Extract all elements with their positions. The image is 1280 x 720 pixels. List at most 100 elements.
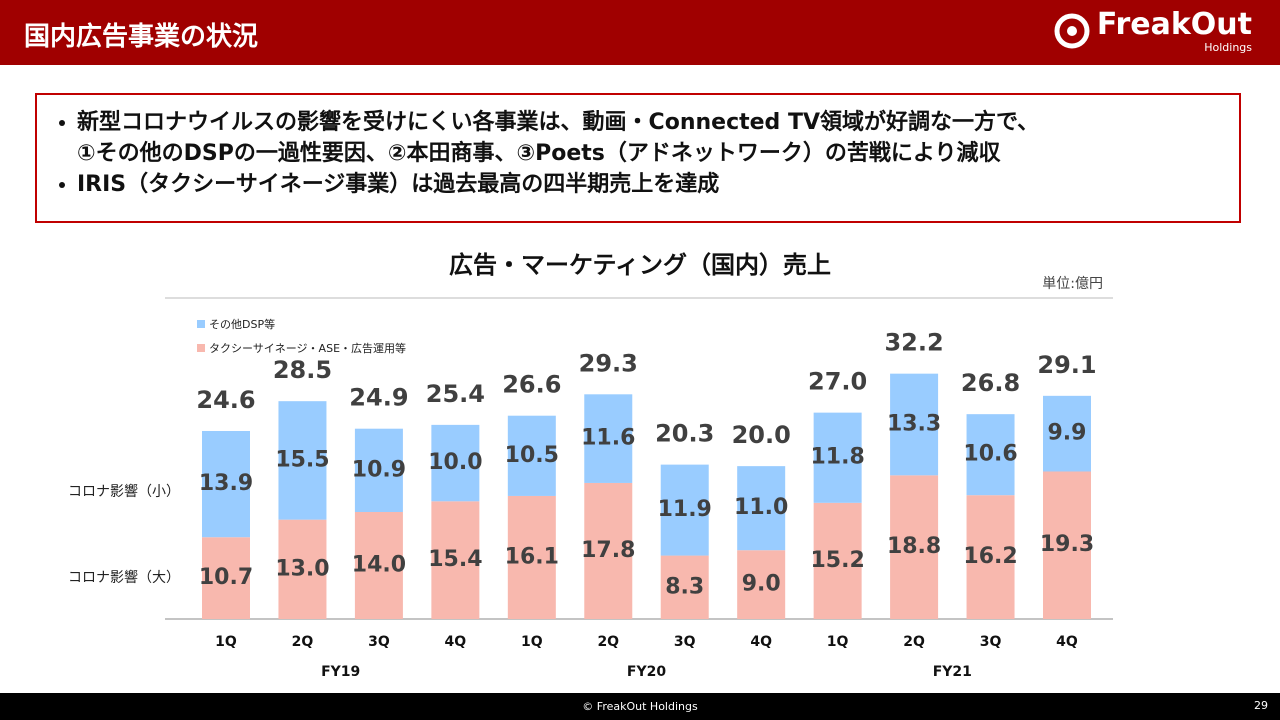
bar-segment [813, 502, 862, 619]
page-number: 29 [1254, 699, 1268, 712]
total-label: 26.8 [961, 369, 1020, 397]
bar-segment [1043, 471, 1091, 619]
value-label: 9.9 [1048, 421, 1087, 446]
bullet-line: IRIS（タクシーサイネージ事業）は過去最高の四半期売上を達成 [77, 172, 720, 197]
legend-label: タクシーサイネージ・ASE・広告運用等 [209, 341, 406, 355]
value-label: 17.8 [581, 538, 635, 563]
bar-segment [278, 519, 327, 619]
bar-segment [1043, 395, 1091, 472]
value-label: 10.9 [352, 457, 406, 482]
value-label: 10.6 [963, 442, 1017, 467]
bullet: IRIS（タクシーサイネージ事業）は過去最高の四半期売上を達成 [59, 169, 1239, 200]
unit-label: 単位:億円 [1042, 276, 1103, 292]
bar-segment [737, 550, 786, 619]
value-label: 11.0 [734, 495, 788, 520]
value-label: 13.9 [199, 471, 253, 496]
x-tick-label: 3Q [980, 634, 1002, 650]
total-label: 25.4 [426, 380, 485, 408]
value-label: 9.0 [742, 572, 781, 597]
value-label: 16.2 [963, 544, 1017, 569]
bar-segment [966, 495, 1015, 619]
value-label: 13.0 [275, 556, 329, 581]
footer: © FreakOut Holdings 29 [0, 693, 1280, 720]
x-group-label: FY20 [627, 664, 666, 680]
chart: 広告・マーケティング（国内）売上単位:億円その他DSP等タクシーサイネージ・AS… [68, 251, 1113, 680]
bar-segment [202, 430, 250, 538]
total-label: 29.3 [579, 349, 638, 377]
x-tick-label: 4Q [1056, 634, 1078, 650]
value-label: 11.6 [581, 426, 635, 451]
total-label: 29.1 [1037, 351, 1096, 379]
logo-text: FreakOut [1096, 7, 1252, 42]
bar-segment [890, 373, 939, 476]
bar-segment [507, 415, 556, 496]
legend-swatch [197, 320, 205, 328]
logo: FreakOut Holdings [1054, 7, 1252, 54]
total-label: 24.9 [349, 384, 408, 412]
bar-segment [813, 412, 862, 503]
side-label: コロナ影響（大） [68, 569, 180, 586]
value-label: 8.3 [665, 574, 704, 599]
value-label: 15.4 [428, 547, 482, 572]
value-label: 14.0 [352, 553, 406, 578]
value-label: 11.8 [810, 445, 864, 470]
bar-segment [278, 401, 327, 520]
bar-segment [507, 495, 556, 619]
x-tick-label: 2Q [292, 634, 314, 650]
x-tick-label: 2Q [903, 634, 925, 650]
summary-box: 新型コロナウイルスの影響を受けにくい各事業は、動画・Connected TV領域… [35, 93, 1241, 223]
total-label: 24.6 [196, 386, 255, 414]
bar-segment [660, 555, 709, 619]
value-label: 15.2 [810, 548, 864, 573]
chart-title: 広告・マーケティング（国内）売上 [449, 251, 831, 279]
x-tick-label: 1Q [827, 634, 849, 650]
total-label: 20.3 [655, 420, 714, 448]
total-label: 28.5 [273, 356, 332, 384]
bar-segment [660, 464, 709, 556]
value-label: 13.3 [887, 411, 941, 436]
bar-segment [966, 414, 1015, 496]
header: 国内広告事業の状況 FreakOut Holdings [0, 0, 1280, 65]
total-label: 32.2 [884, 329, 943, 357]
title: 国内広告事業の状況 [24, 22, 259, 52]
bar-segment [584, 394, 633, 483]
legend-swatch [197, 344, 205, 352]
bar-segment [431, 501, 480, 619]
value-label: 10.5 [505, 443, 559, 468]
value-label: 19.3 [1040, 532, 1094, 557]
bullet-line: 新型コロナウイルスの影響を受けにくい各事業は、動画・Connected TV領域… [77, 110, 1040, 135]
total-label: 26.6 [502, 371, 561, 399]
legend-label: その他DSP等 [209, 317, 275, 331]
bar-segment [431, 424, 480, 502]
value-label: 11.9 [658, 497, 712, 522]
bar-segment [354, 512, 403, 619]
copyright: © FreakOut Holdings [582, 700, 698, 713]
x-group-label: FY21 [933, 664, 972, 680]
x-tick-label: 2Q [597, 634, 619, 650]
bullet-line: ①その他のDSPの一過性要因、②本田商事、③Poets（アドネットワーク）の苦戦… [77, 141, 1001, 166]
value-label: 10.7 [199, 565, 253, 590]
x-tick-label: 3Q [368, 634, 390, 650]
bar-segment [202, 537, 250, 619]
value-label: 15.5 [275, 447, 329, 472]
total-label: 27.0 [808, 368, 867, 396]
bar-segment [737, 466, 786, 551]
bar-segment [584, 482, 633, 619]
x-tick-label: 4Q [445, 634, 467, 650]
x-group-label: FY19 [321, 664, 360, 680]
x-tick-label: 3Q [674, 634, 696, 650]
value-label: 16.1 [505, 544, 559, 569]
logo-icon [1054, 13, 1090, 49]
value-label: 18.8 [887, 534, 941, 559]
bar-segment [890, 475, 939, 619]
total-label: 20.0 [732, 421, 791, 449]
x-tick-label: 4Q [750, 634, 772, 650]
bar-segment [354, 428, 403, 512]
value-label: 10.0 [428, 450, 482, 475]
side-label: コロナ影響（小） [68, 483, 180, 500]
x-tick-label: 1Q [521, 634, 543, 650]
logo-sub: Holdings [1204, 41, 1252, 54]
bullet: 新型コロナウイルスの影響を受けにくい各事業は、動画・Connected TV領域… [59, 107, 1239, 169]
x-tick-label: 1Q [215, 634, 237, 650]
